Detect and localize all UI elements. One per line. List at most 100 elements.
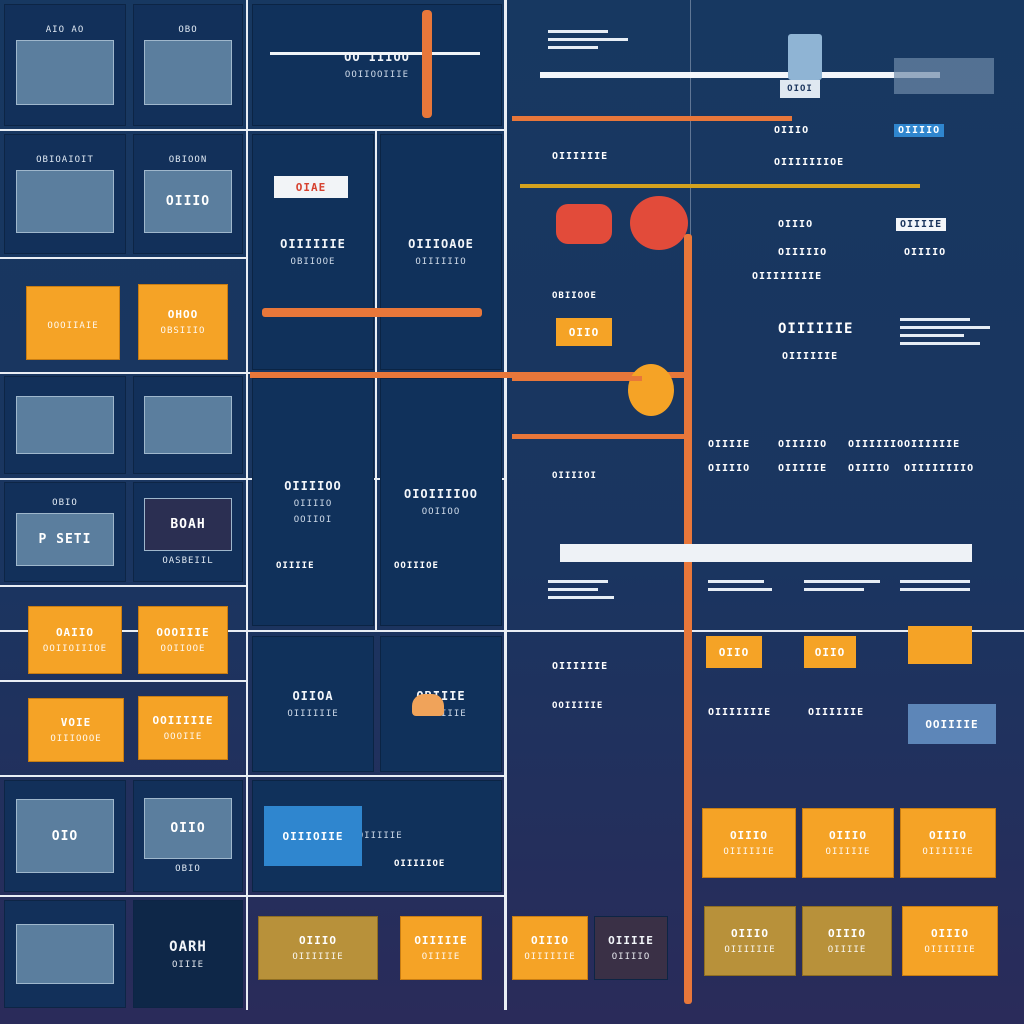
tile-r3c1[interactable]: OOOIIAIE (26, 286, 120, 360)
row-label (548, 492, 556, 494)
progress-bar[interactable] (262, 308, 482, 317)
mid-panel-1[interactable]: OO IIIOO OOIIOOIIIE (252, 4, 502, 126)
tab-label[interactable]: OIIIIO (894, 124, 945, 137)
text-line (900, 588, 970, 591)
tile-screen (144, 40, 232, 105)
row-label: OIIIIIO (778, 247, 828, 258)
text-line (548, 580, 608, 583)
tile-title: OHOO (167, 308, 199, 321)
right-bottom-tile-5[interactable]: OIIIO OIIIIIIE (902, 906, 998, 976)
tile-title: OIIIO (298, 934, 338, 947)
tile-title: OAIIO (55, 626, 95, 639)
tile-subtitle: OIIIIE (827, 945, 867, 955)
connector-bar (512, 376, 642, 381)
text-line (804, 580, 880, 583)
track-bar[interactable] (520, 184, 920, 188)
mid-panel-4[interactable]: OIIIIOO OIIIIO OOIIOI (252, 378, 374, 626)
text-line (900, 326, 990, 329)
tile-subtitle: OOOIIE (163, 732, 203, 742)
tab-label[interactable]: OIIIIE (896, 218, 947, 231)
text-lines (548, 30, 638, 49)
blue-tab[interactable]: OOIIIIE (908, 704, 996, 744)
record-icon[interactable] (556, 204, 612, 244)
tile-r5c2[interactable]: BOAH OASBEIIL (133, 482, 243, 582)
mid-panel-6[interactable]: OIIOA OIIIIIIE (252, 636, 374, 772)
panel-title: OIIIOAOE (408, 237, 474, 251)
status-chip[interactable]: OIAE (274, 176, 348, 198)
slider-track[interactable] (540, 72, 940, 78)
tile-screen (15, 923, 115, 985)
mid-panel-5[interactable]: OIOIIIIOO OOIIOO (380, 378, 502, 626)
row-label: OIIIIIIIOE (774, 157, 845, 168)
tile-title: OOOIIIE (156, 626, 210, 639)
gridline (246, 0, 248, 1010)
gridline (0, 257, 248, 259)
value-readout: OIOI (780, 80, 820, 98)
tile-r2c2[interactable]: OBIOON OIIIO (133, 134, 243, 254)
tile-r1c1[interactable]: AIO AO (4, 4, 126, 126)
right-orange-tile-2[interactable]: OIIIO OIIIIIE (802, 808, 894, 878)
tile-screen: P SETI (15, 513, 115, 566)
text-line (900, 342, 980, 345)
tile-r9c1[interactable] (4, 900, 126, 1008)
orange-chip[interactable]: OIIO (706, 636, 762, 668)
tile-r4c2[interactable] (133, 376, 243, 474)
tile-title: OIIIIE (608, 934, 654, 947)
tile-r6c2[interactable]: OOOIIIE OOIIOOE (138, 606, 228, 674)
mid-panel-2[interactable]: OIIIIIIE OBIIOOE (252, 134, 374, 370)
row-label: OIIIIIIE (808, 707, 865, 718)
status-meter (894, 58, 994, 94)
orange-chip[interactable]: OIIO (556, 318, 612, 346)
mid-panel-3[interactable]: OIIIOAOE OIIIIIIO (380, 134, 502, 370)
tile-r7c2[interactable]: OOIIIIIE OOOIIE (138, 696, 228, 760)
right-bottom-tile-4[interactable]: OIIIO OIIIIE (802, 906, 892, 976)
right-bottom-tile-2[interactable]: OIIIIE OIIIIO (594, 916, 668, 980)
panel-subtitle: OOIIOI (293, 515, 333, 525)
tile-subtitle: OOIIOIIIOE (42, 644, 108, 654)
search-bar[interactable] (560, 544, 972, 562)
tile-title: OIIIO (530, 934, 570, 947)
primary-button[interactable]: OIIIOIIE (264, 806, 362, 866)
mid-bottom-tile-1[interactable]: OIIIO OIIIIIIE (258, 916, 378, 980)
track-bar[interactable] (512, 116, 792, 121)
tile-r6c1[interactable]: OAIIO OOIIOIIIOE (28, 606, 122, 674)
gridline (0, 680, 248, 682)
tile-r7c1[interactable]: VOIE OIIIOOOE (28, 698, 124, 762)
text-line (548, 46, 598, 49)
tile-r3c2[interactable]: OHOO OBSIIIO (138, 284, 228, 360)
tile-title: OIIIO (730, 927, 770, 940)
tile-r1c2[interactable]: OBO (133, 4, 243, 126)
row-label (548, 514, 556, 516)
gridline (0, 585, 248, 587)
row-label: OOIIIOE (394, 561, 439, 571)
orange-block[interactable] (908, 626, 972, 664)
right-bottom-tile-1[interactable]: OIIIO OIIIIIIE (512, 916, 588, 980)
text-line (900, 318, 970, 321)
tile-caption: OBIOON (168, 154, 208, 165)
tile-screen: BOAH (144, 498, 232, 551)
gridline (504, 0, 507, 1010)
tile-caption: OBIO (52, 498, 78, 509)
tile-r8c2[interactable]: OIIO OBIO (133, 780, 243, 892)
vertical-handle[interactable] (422, 10, 432, 118)
tile-r8c1[interactable]: OIO (4, 780, 126, 892)
slider-track[interactable] (270, 52, 480, 55)
mid-bottom-tile-2[interactable]: OIIIIIE OIIIIE (400, 916, 482, 980)
circle-button-icon[interactable] (628, 364, 674, 416)
right-bottom-tile-3[interactable]: OIIIO OIIIIIIE (704, 906, 796, 976)
tile-r5c1[interactable]: OBIO P SETI (4, 482, 126, 582)
record-button-icon[interactable] (630, 196, 688, 250)
tile-r2c1[interactable]: OBIOAIOIT (4, 134, 126, 254)
tile-r9c2[interactable]: OARH OIIIE (133, 900, 243, 1008)
text-lines (804, 580, 884, 591)
slider-thumb[interactable] (788, 34, 822, 80)
row-label: OIIIIIIIE (708, 707, 772, 718)
right-orange-tile-1[interactable]: OIIIO OIIIIIIE (702, 808, 796, 878)
right-orange-tile-3[interactable]: OIIIO OIIIIIIE (900, 808, 996, 878)
tile-r4c1[interactable] (4, 376, 126, 474)
grid-cell: OIIIIIIO (848, 439, 905, 450)
orange-chip[interactable]: OIIO (804, 636, 856, 668)
knob-icon[interactable] (412, 694, 444, 716)
connector-bar (250, 372, 690, 378)
tile-title: VOIE (60, 716, 92, 729)
